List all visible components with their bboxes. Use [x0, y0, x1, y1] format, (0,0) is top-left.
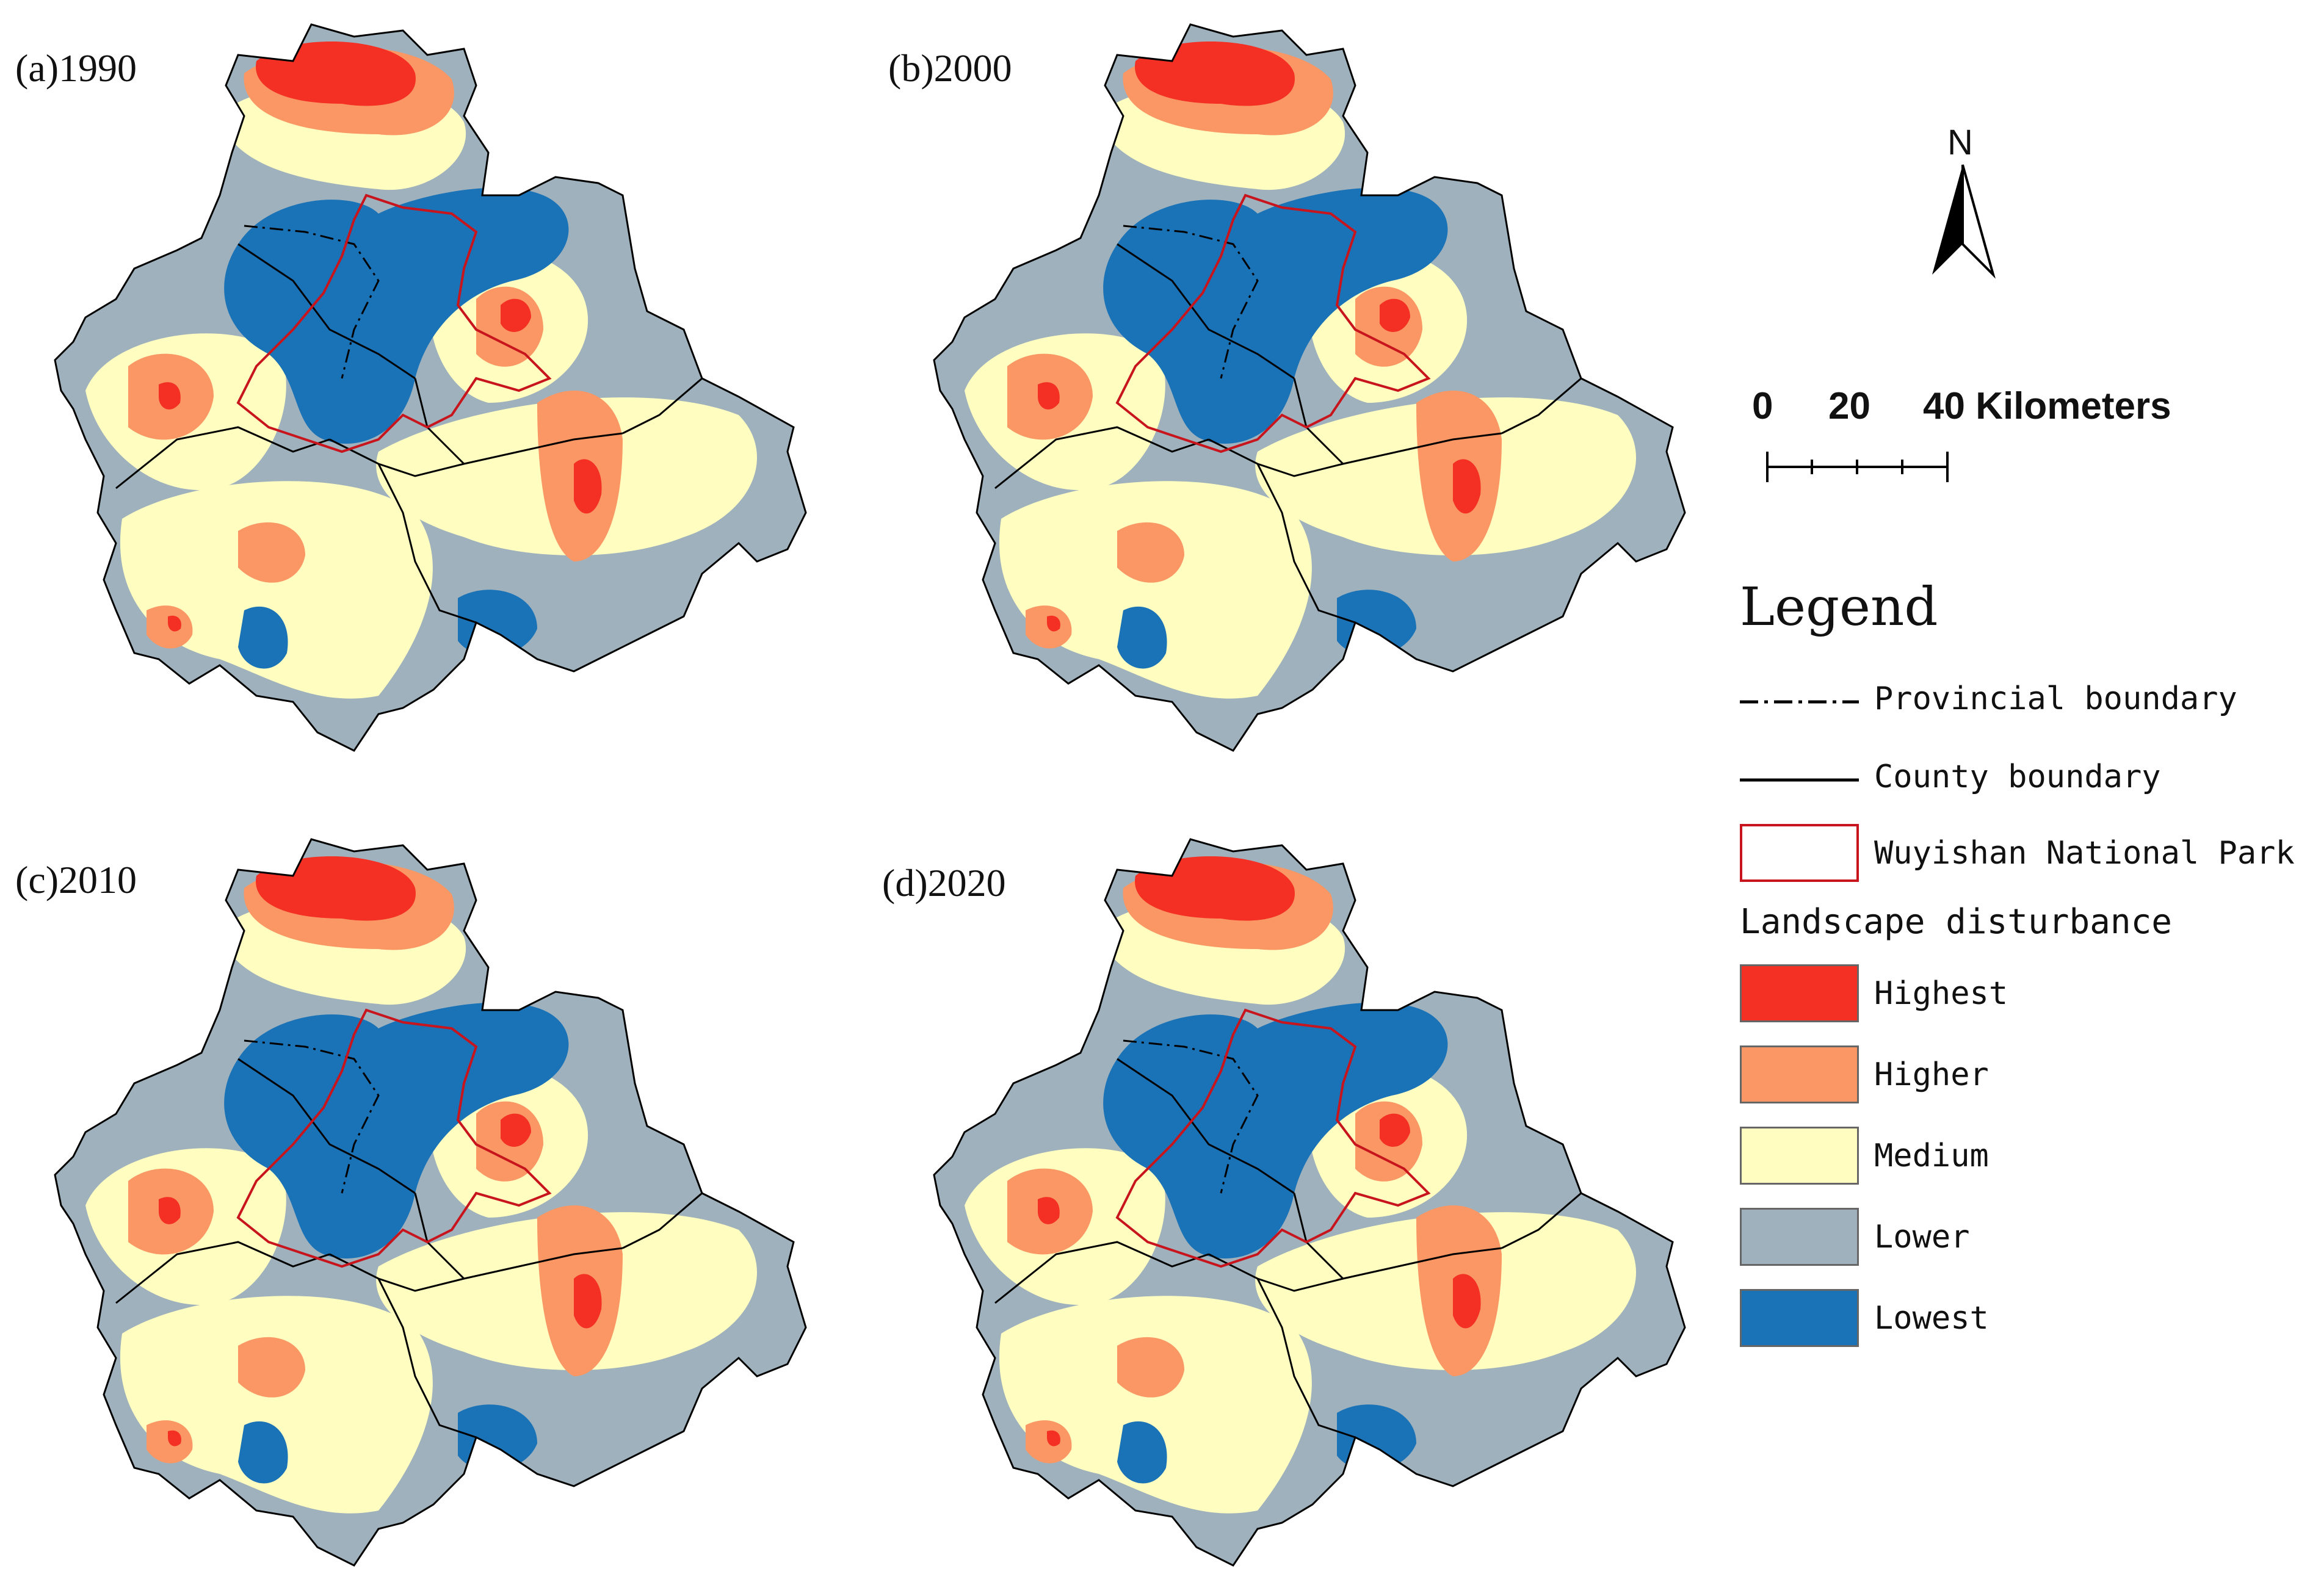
county-boundaries: [54, 838, 807, 1567]
zone-highest: [1038, 1197, 1060, 1224]
provincial-boundary: [244, 1039, 380, 1194]
legend-label: Higher: [1874, 1056, 1989, 1093]
legend-national-park: Wuyishan National Park: [1740, 824, 2320, 885]
disturbance-legend-title: Landscape disturbance: [1740, 902, 2173, 942]
zone-medium: [120, 481, 433, 699]
disturbance-map: [933, 838, 1686, 1567]
zone-highest: [1453, 1274, 1481, 1329]
zone-lowest: [238, 606, 288, 669]
legend-label: Lower: [1874, 1219, 1970, 1255]
national-park-outline: [1115, 1008, 1431, 1268]
zone-highest: [1380, 298, 1410, 332]
zone-highest: [501, 1113, 531, 1147]
disturbance-map: [54, 23, 807, 752]
north-arrow-icon: [1932, 164, 1996, 279]
zone-highest: [1038, 382, 1060, 410]
legend-class-higher: Higher: [1740, 1045, 2320, 1107]
legend-class-medium: Medium: [1740, 1127, 2320, 1188]
legend-label: Wuyishan National Park: [1874, 835, 2295, 872]
scale-tick-40: 40 Kilometers: [1923, 385, 2171, 427]
legend-county: County boundary: [1740, 756, 2320, 817]
class-swatch: [1740, 1127, 1859, 1185]
zone-higher: [238, 1337, 305, 1398]
national-park-outline: [236, 193, 552, 453]
zone-highest: [501, 298, 531, 332]
county-boundaries: [933, 838, 1686, 1567]
scale-bar: [1766, 452, 1949, 482]
zone-lowest: [1117, 1421, 1167, 1484]
provincial-boundary: [1123, 1039, 1259, 1194]
disturbance-map: [933, 23, 1686, 752]
national-park-outline: [1115, 193, 1431, 453]
zone-highest: [1380, 1113, 1410, 1147]
solid-line-icon: [1740, 778, 1859, 782]
class-swatch: [1740, 964, 1859, 1022]
legend-class-highest: Highest: [1740, 964, 2320, 1025]
zone-higher: [1117, 522, 1184, 583]
map-panel-2020: (d)2020: [882, 827, 1770, 1596]
scale-tick-0: 0: [1752, 385, 1773, 427]
zone-highest: [1047, 615, 1060, 632]
panel-label: (b)2000: [888, 46, 1012, 90]
zone-medium: [120, 1296, 433, 1514]
legend-title: Legend: [1740, 577, 1938, 638]
panel-label: (a)1990: [15, 46, 137, 90]
class-swatch: [1740, 1289, 1859, 1347]
disturbance-map: [54, 838, 807, 1567]
map-panel-1990: (a)1990: [15, 12, 891, 781]
north-label: N: [1947, 123, 1973, 162]
class-swatch: [1740, 1045, 1859, 1103]
zone-higher: [238, 522, 305, 583]
zone-highest: [1453, 459, 1481, 514]
class-swatch: [1740, 1208, 1859, 1266]
zone-highest: [1047, 1430, 1060, 1446]
map-panel-2000: (b)2000: [888, 12, 1770, 781]
zone-highest: [159, 382, 181, 410]
provincial-boundary: [1123, 225, 1259, 379]
zone-highest: [168, 615, 181, 632]
panel-label: (d)2020: [882, 861, 1006, 905]
legend-class-lowest: Lowest: [1740, 1289, 2320, 1350]
red-outline-box-icon: [1740, 824, 1859, 882]
zone-lowest: [224, 187, 569, 444]
zone-highest: [574, 459, 602, 514]
zone-highest: [574, 1274, 602, 1329]
legend-label: Lowest: [1874, 1300, 1989, 1337]
zone-highest: [256, 856, 416, 921]
zone-highest: [256, 41, 416, 106]
zone-medium: [999, 1296, 1312, 1514]
zone-medium: [999, 481, 1312, 699]
provincial-boundary: [244, 225, 380, 379]
zone-highest: [1135, 41, 1295, 106]
panel-label: (c)2010: [15, 858, 137, 901]
national-park-outline: [236, 1008, 552, 1268]
zone-highest: [1135, 856, 1295, 921]
legend-label: Provincial boundary: [1874, 681, 2237, 717]
legend-provincial: Provincial boundary: [1740, 677, 2320, 738]
legend-class-lower: Lower: [1740, 1208, 2320, 1269]
zone-lowest: [1103, 1002, 1448, 1258]
scale-tick-20: 20: [1828, 385, 1870, 427]
zone-lowest: [224, 1002, 569, 1258]
legend-label: Highest: [1874, 975, 2008, 1012]
map-panel-2010: (c)2010: [15, 827, 891, 1596]
legend-label: Medium: [1874, 1138, 1989, 1174]
legend-label: County boundary: [1874, 759, 2161, 795]
zone-lowest: [238, 1421, 288, 1484]
zone-higher: [1117, 1337, 1184, 1398]
zone-lowest: [1103, 187, 1448, 444]
dash-dot-line-icon: [1740, 700, 1859, 704]
zone-highest: [159, 1197, 181, 1224]
zone-lowest: [1117, 606, 1167, 669]
zone-highest: [168, 1430, 181, 1446]
